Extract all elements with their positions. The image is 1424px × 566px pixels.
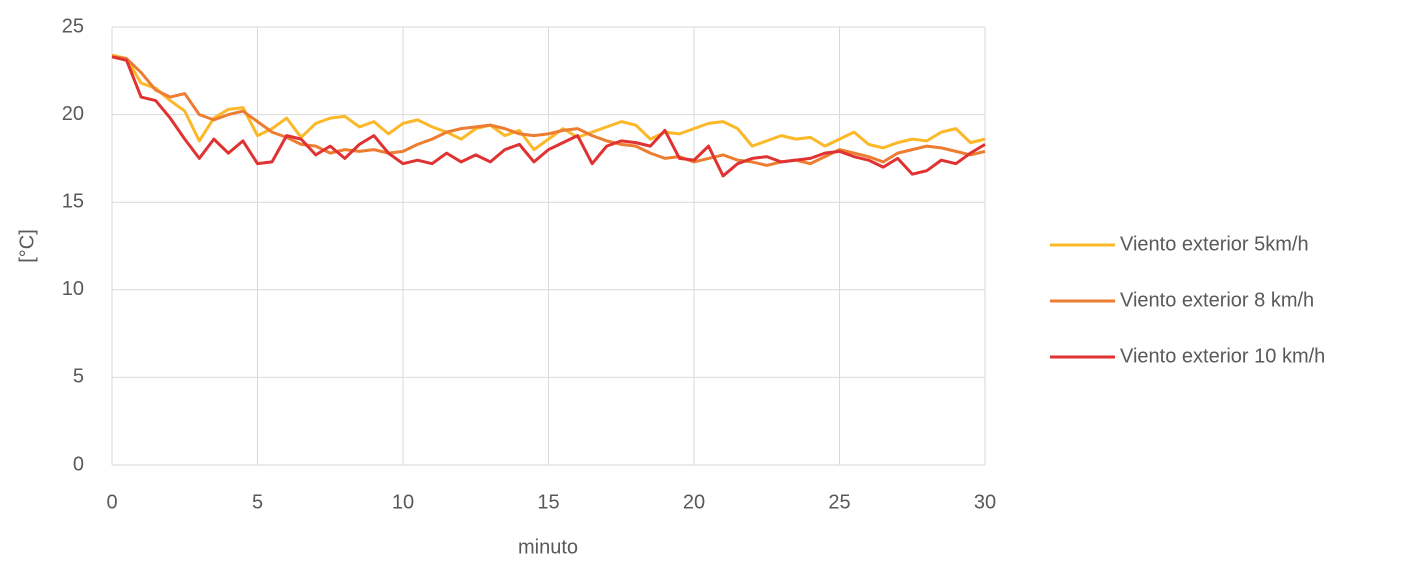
x-tick-label: 25 <box>828 491 850 513</box>
x-tick-label: 0 <box>106 491 117 513</box>
x-tick-label: 20 <box>683 491 705 513</box>
y-tick-label: 25 <box>62 15 84 37</box>
legend-label: Viento exterior 8 km/h <box>1120 289 1314 311</box>
legend-label: Viento exterior 5km/h <box>1120 233 1309 255</box>
x-axis-label: minuto <box>518 536 578 558</box>
y-tick-label: 15 <box>62 190 84 212</box>
x-tick-label: 30 <box>974 491 996 513</box>
series-line <box>111 55 986 167</box>
x-tick-label: 5 <box>252 491 263 513</box>
series-line <box>111 55 986 178</box>
series-line <box>111 53 986 152</box>
y-tick-label: 10 <box>62 278 84 300</box>
y-tick-label: 0 <box>73 453 84 475</box>
y-tick-label: 5 <box>73 366 84 388</box>
x-tick-label: 15 <box>537 491 559 513</box>
y-tick-label: 20 <box>62 103 84 125</box>
x-tick-label: 10 <box>392 491 414 513</box>
legend-label: Viento exterior 10 km/h <box>1120 345 1325 367</box>
y-axis-label: [°C] <box>16 229 38 263</box>
